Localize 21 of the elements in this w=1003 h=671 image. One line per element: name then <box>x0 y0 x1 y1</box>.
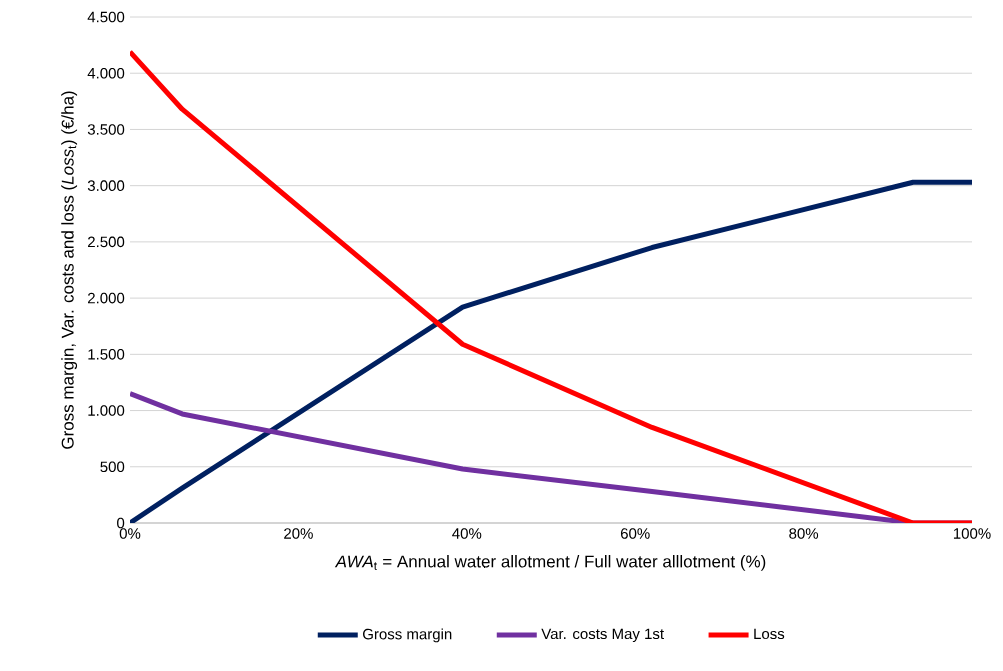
y-tick-label: 0 <box>117 517 125 529</box>
legend-label: Var. costs May 1st <box>541 628 664 643</box>
y-tick-label: 1.000 <box>88 405 125 416</box>
y-tick-label: 3.500 <box>87 124 125 135</box>
x-tick-label: 0% <box>119 528 141 539</box>
y-tick-label: 2.500 <box>88 236 125 248</box>
x-tick-label: 60% <box>620 528 650 539</box>
y-axis-title: Gross margin, Var. costs and loss (Loss$_{t}$) (€/ha) <box>61 91 78 449</box>
y-tick-label: 1.500 <box>88 349 125 360</box>
x-tick-label: 40% <box>452 528 482 539</box>
x-tick-label: 20% <box>284 528 313 539</box>
x-axis-title: AWA$_{t}$ = Annual water allotment / Full water alllotment (%) <box>334 555 766 571</box>
legend-label: Gross margin <box>363 628 452 643</box>
y-tick-label: 4.500 <box>87 11 125 23</box>
y-tick-label: 4.000 <box>87 67 125 79</box>
y-tick-label: 500 <box>100 461 125 473</box>
y-tick-label: 2.000 <box>88 292 125 304</box>
x-tick-label: 80% <box>789 528 819 539</box>
legend-label: Loss <box>754 628 785 640</box>
x-tick-label: 100% <box>953 528 991 539</box>
y-tick-label: 3.000 <box>87 180 125 191</box>
